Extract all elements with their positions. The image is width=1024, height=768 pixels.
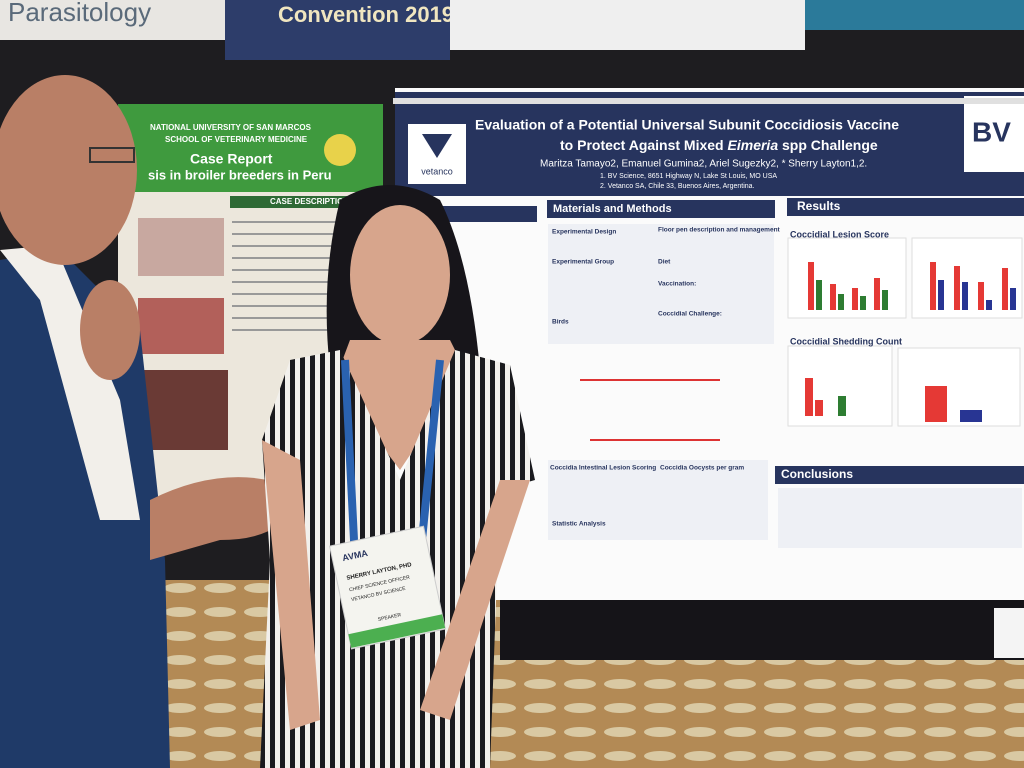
figure (140, 370, 228, 450)
result-label: Coccidial Lesion Score (790, 229, 889, 239)
banner-text: Parasitology (8, 0, 151, 27)
chart-image (787, 237, 907, 319)
woman-arm (262, 440, 320, 730)
cup (994, 608, 1024, 658)
section-bar (787, 198, 1024, 216)
glasses (89, 147, 135, 163)
result-label: Coccidial Shedding Count (790, 336, 902, 346)
section-bar (547, 200, 775, 218)
table (500, 600, 1024, 660)
poster-title: to Protect Against Mixed Eimeria spp Cha… (560, 137, 878, 153)
banner-mid (225, 0, 450, 60)
text: CASE DESCRIPTION (270, 197, 349, 206)
figure (138, 218, 224, 276)
chart-bars (805, 378, 982, 422)
man-head (0, 75, 137, 265)
text: SCHOOL OF VETERINARY MEDICINE (165, 135, 308, 144)
section-title: Conclusions (781, 467, 853, 481)
method-label: Floor pen description and management (658, 227, 781, 234)
man-hand (150, 477, 300, 560)
panel (548, 460, 768, 540)
figure (138, 298, 224, 354)
method-label: Experimental Design (552, 229, 616, 236)
authors: Maritza Tamayo2, Emanuel Gumina2, Ariel … (540, 159, 867, 170)
method-label: Statistic Analysis (552, 521, 606, 528)
affiliation: 2. Vetanco SA, Chile 33, Buenos Aires, A… (600, 183, 755, 190)
poster-title: Evaluation of a Potential Universal Subu… (475, 117, 899, 133)
woman-face (350, 205, 450, 345)
chart-bars (808, 262, 1016, 310)
man-hand (80, 280, 140, 380)
method-label: Birds (552, 319, 569, 326)
badge (329, 525, 446, 650)
method-label: Coccidial Challenge: (658, 311, 722, 318)
text: sis in broiler breeders in Peru (148, 167, 332, 182)
logo-right (964, 96, 1024, 172)
banner-text: Convention 2019 (278, 2, 454, 27)
man-suit (0, 250, 170, 768)
methods-labels: Experimental Design Experimental Group Bir… (550, 227, 781, 528)
banner-left (0, 0, 225, 40)
method-label: Experimental Group (552, 259, 614, 266)
poster-header (395, 92, 1024, 196)
panel (548, 224, 774, 344)
woman-arm (420, 480, 530, 720)
chart-image (897, 347, 1021, 427)
poster-rod (393, 98, 1024, 104)
logo-text: BV (972, 116, 1011, 147)
badge-tag: SPEAKER (377, 612, 402, 623)
section-bar (775, 466, 1024, 484)
panel (778, 488, 1022, 548)
section-title: Results (797, 199, 841, 213)
section-bar (440, 206, 537, 222)
banner-far (805, 0, 1024, 30)
logo-mark (422, 134, 452, 158)
logo (324, 134, 356, 166)
method-label: Diet (658, 259, 671, 266)
method-label: Vaccination: (658, 281, 696, 288)
method-label: Coccidia Intestinal Lesion Scoring (550, 465, 656, 472)
method-label: Coccidia Oocysts per gram (660, 465, 744, 472)
section-title: Materials and Methods (553, 203, 672, 215)
text: Case Report (190, 151, 273, 167)
logo-text: vetanco (421, 166, 453, 176)
affiliation: 1. BV Science, 8651 Highway N, Lake St L… (600, 173, 777, 180)
banner-right (450, 0, 805, 50)
man-shirt (0, 245, 140, 520)
text: NATIONAL UNIVERSITY OF SAN MARCOS (150, 123, 312, 132)
